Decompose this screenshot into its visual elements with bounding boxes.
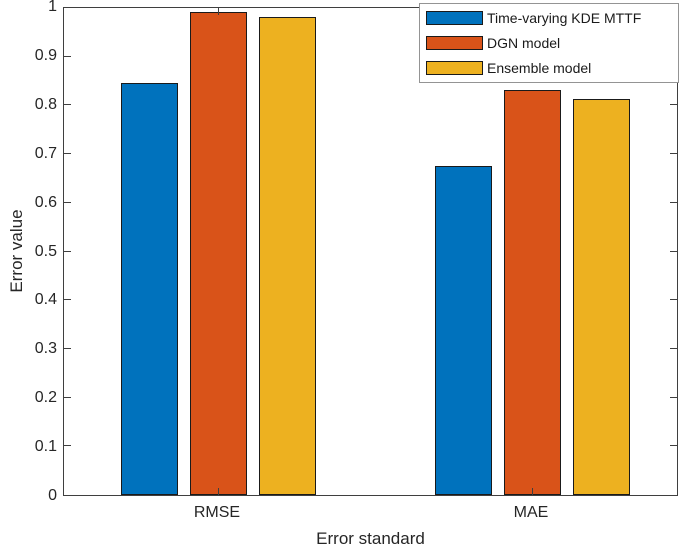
y-tick-label-0.4: 0.4 bbox=[34, 291, 57, 308]
bar-mae-dgn-model bbox=[504, 90, 561, 495]
y-axis-title: Error value bbox=[7, 209, 26, 293]
x-tick-mark-top-rmse bbox=[218, 8, 219, 15]
y-tick-label-0: 0 bbox=[48, 487, 57, 504]
x-tick-mark-bottom-mae bbox=[532, 488, 533, 495]
bar-rmse-time-varying-kde-mttf bbox=[121, 83, 178, 495]
bar-mae-time-varying-kde-mttf bbox=[435, 166, 492, 495]
x-category-label-mae: MAE bbox=[513, 504, 549, 521]
y-tick-mark-right-0.1 bbox=[670, 445, 677, 446]
y-tick-mark-left-0.4 bbox=[64, 299, 71, 300]
legend: Time-varying KDE MTTF DGN model Ensemble m… bbox=[419, 3, 679, 83]
y-tick-label-0.2: 0.2 bbox=[34, 389, 57, 406]
bar-rmse-ensemble-model bbox=[259, 17, 316, 495]
bar-rmse-dgn-model bbox=[190, 12, 247, 495]
legend-swatch-ensemble-model bbox=[426, 61, 483, 75]
y-tick-mark-left-0.1 bbox=[64, 445, 71, 446]
y-tick-mark-left-0.7 bbox=[64, 153, 71, 154]
y-tick-mark-right-0.4 bbox=[670, 299, 677, 300]
legend-swatch-time-varying-kde-mttf bbox=[426, 11, 483, 25]
y-tick-label-0.8: 0.8 bbox=[34, 96, 57, 113]
y-tick-label-0.9: 0.9 bbox=[34, 47, 57, 64]
y-tick-label-0.6: 0.6 bbox=[34, 194, 57, 211]
y-tick-mark-left-0.9 bbox=[64, 56, 71, 57]
y-tick-label-0.5: 0.5 bbox=[34, 243, 57, 260]
y-tick-mark-right-0.8 bbox=[670, 104, 677, 105]
plot-area bbox=[63, 7, 678, 496]
x-category-label-rmse: RMSE bbox=[193, 504, 241, 521]
y-tick-label-0.7: 0.7 bbox=[34, 145, 57, 162]
legend-label-dgn-model: DGN model bbox=[487, 35, 561, 51]
y-tick-mark-right-0.7 bbox=[670, 153, 677, 154]
bar-mae-ensemble-model bbox=[573, 99, 630, 495]
y-tick-mark-right-0.6 bbox=[670, 202, 677, 203]
legend-label-ensemble-model: Ensemble model bbox=[487, 60, 592, 76]
y-tick-mark-left-0.6 bbox=[64, 202, 71, 203]
x-axis-title: Error standard bbox=[316, 529, 425, 548]
y-tick-mark-left-0.5 bbox=[64, 251, 71, 252]
y-tick-label-0.3: 0.3 bbox=[34, 340, 57, 357]
y-tick-mark-right-0.3 bbox=[670, 348, 677, 349]
y-tick-mark-left-0.3 bbox=[64, 348, 71, 349]
y-tick-mark-left-0.8 bbox=[64, 104, 71, 105]
y-tick-label-0.1: 0.1 bbox=[34, 438, 57, 455]
y-tick-label-1: 1 bbox=[48, 0, 57, 15]
y-tick-mark-right-0.5 bbox=[670, 251, 677, 252]
y-tick-mark-right-0.2 bbox=[670, 397, 677, 398]
y-tick-mark-left-0.2 bbox=[64, 397, 71, 398]
legend-swatch-dgn-model bbox=[426, 36, 483, 50]
x-tick-mark-bottom-rmse bbox=[218, 488, 219, 495]
legend-label-time-varying-kde-mttf: Time-varying KDE MTTF bbox=[487, 10, 642, 26]
